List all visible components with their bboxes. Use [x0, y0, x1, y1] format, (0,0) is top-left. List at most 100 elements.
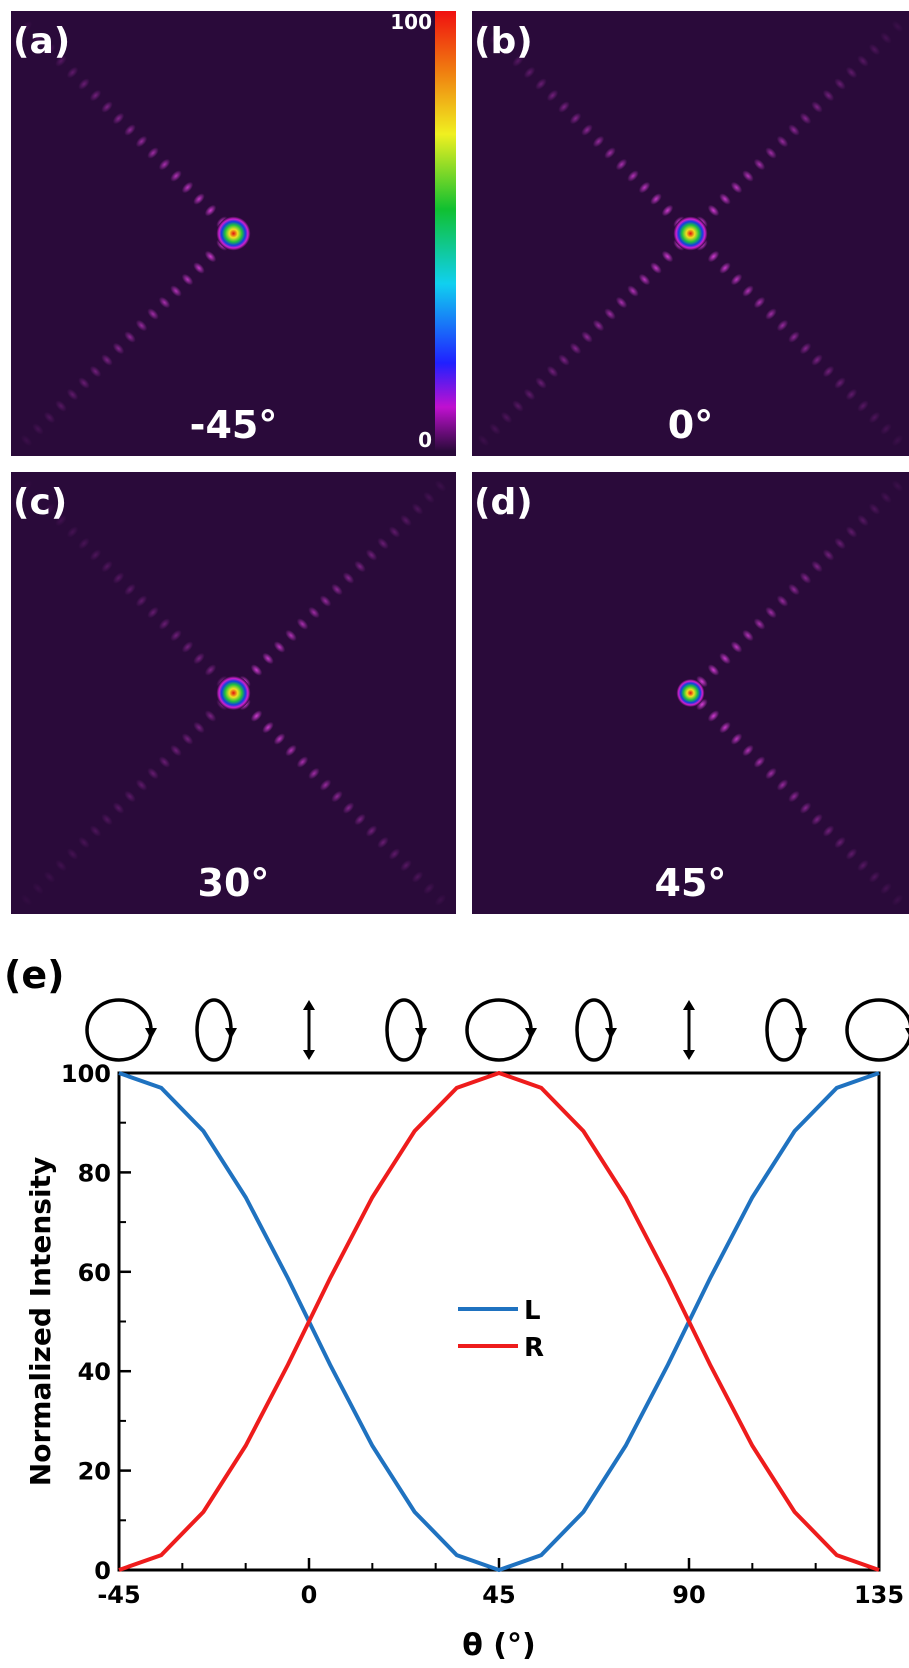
fringe	[89, 549, 102, 561]
chart-label: (e)	[4, 953, 65, 997]
y-tick-label: 100	[61, 1060, 111, 1088]
fringe	[43, 411, 56, 424]
fringe	[411, 503, 424, 515]
fringe	[627, 170, 639, 182]
fringe	[101, 101, 113, 113]
fringe	[124, 124, 136, 136]
fringe	[135, 319, 148, 332]
polarization-icon	[605, 1028, 617, 1039]
fringe	[535, 78, 547, 90]
fringe	[719, 193, 731, 205]
fringe	[250, 710, 263, 722]
fringe	[101, 813, 113, 826]
fringe	[880, 32, 892, 44]
fringe	[730, 181, 743, 194]
fringe	[489, 423, 501, 435]
fringe	[193, 652, 205, 665]
fringe	[434, 480, 447, 492]
polarization-icon	[905, 1028, 909, 1036]
fringe	[285, 744, 297, 757]
fringe	[730, 641, 743, 653]
fringe	[776, 595, 789, 607]
spot	[676, 679, 705, 707]
fringe	[650, 193, 662, 205]
fringe	[181, 181, 194, 194]
fringe	[411, 871, 424, 883]
fringe	[834, 537, 846, 550]
fringe	[43, 43, 56, 56]
fringe	[262, 721, 274, 734]
fringe	[592, 319, 605, 332]
fringe	[661, 250, 674, 263]
fringe	[66, 66, 79, 79]
fringe	[811, 813, 823, 826]
fringe	[753, 296, 766, 309]
fringe	[799, 572, 812, 584]
fringe	[753, 618, 766, 630]
fringe	[891, 894, 904, 906]
fringe	[147, 767, 159, 780]
fringe	[523, 66, 536, 79]
colorbar-label: 0	[418, 428, 432, 452]
polarization-icon	[195, 998, 233, 1062]
fringe	[604, 147, 616, 159]
fringe	[331, 583, 343, 596]
fringe	[55, 400, 67, 412]
fringe	[204, 250, 217, 263]
fringe	[742, 285, 754, 297]
fringe	[331, 790, 343, 803]
fringe	[868, 871, 881, 883]
panel: (c) 30°	[11, 472, 456, 914]
fringe	[799, 802, 812, 814]
fringe	[569, 342, 582, 355]
fringe	[845, 388, 858, 401]
fringe	[857, 514, 869, 527]
polarization-icon	[415, 1028, 427, 1039]
spot	[673, 216, 708, 251]
fringe	[66, 848, 79, 860]
panel: (d) 45°	[472, 472, 909, 914]
fringe	[204, 710, 217, 722]
fringe	[365, 825, 378, 837]
fringe	[193, 193, 205, 205]
fringe	[765, 147, 777, 159]
fringe	[308, 767, 320, 780]
fringe	[20, 20, 33, 33]
polarization-icon	[85, 998, 153, 1062]
y-tick-label: 40	[78, 1358, 111, 1386]
fringe	[112, 572, 125, 584]
fringe	[857, 55, 869, 67]
fringe	[535, 377, 547, 389]
fringe	[845, 848, 858, 860]
fringe	[546, 365, 559, 378]
polarization-icon	[845, 998, 909, 1062]
fringe	[880, 423, 892, 435]
colorbar-label: 100	[390, 10, 432, 34]
fringe	[193, 721, 205, 734]
x-tick-label: 45	[482, 1581, 515, 1609]
fringe	[89, 365, 102, 378]
fringe	[891, 480, 904, 492]
polarization-icon	[465, 998, 533, 1062]
fringe	[638, 273, 651, 286]
fringe	[388, 848, 401, 860]
fringe	[730, 273, 743, 286]
fringe	[388, 526, 401, 538]
fringe	[650, 262, 662, 274]
fringe	[811, 560, 823, 573]
y-tick-label: 20	[78, 1458, 111, 1486]
fringe	[868, 411, 881, 424]
fringe	[730, 733, 743, 745]
fringe	[55, 55, 67, 67]
fringe	[822, 365, 835, 378]
panel-label: (c)	[13, 482, 67, 523]
fringe	[158, 158, 171, 171]
fringe	[319, 595, 332, 607]
x-tick-label: 135	[854, 1581, 904, 1609]
fringe	[638, 181, 651, 194]
fringe	[354, 560, 366, 573]
fringe	[193, 262, 205, 274]
fringe	[707, 204, 720, 217]
y-axis-label: Normalized Intensity	[24, 1157, 57, 1486]
fringe	[204, 204, 217, 217]
